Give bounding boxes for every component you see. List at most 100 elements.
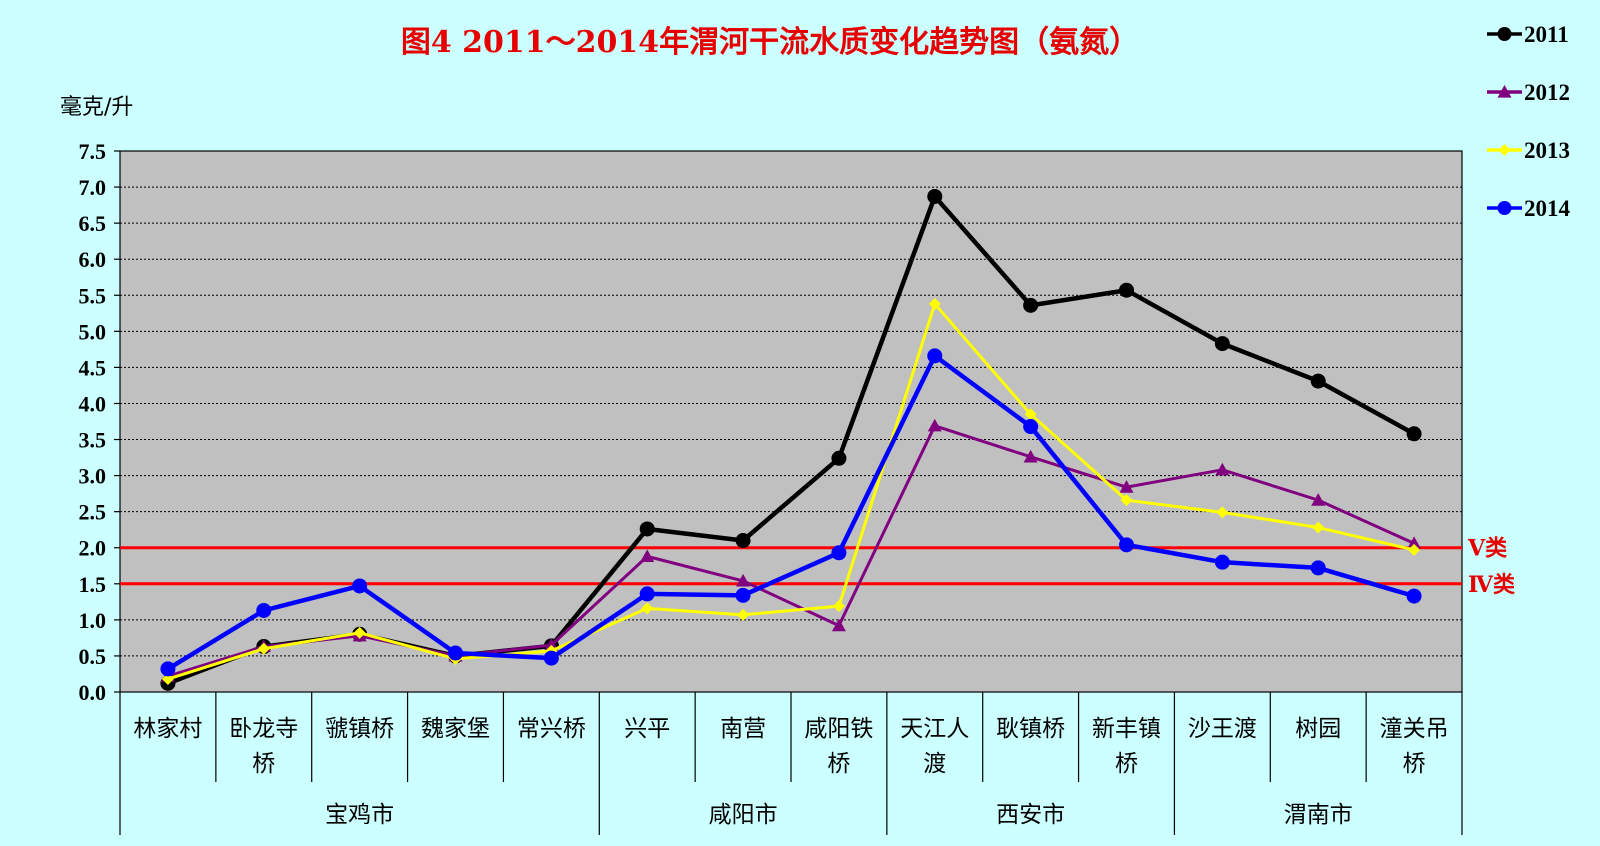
x-tick-label: 树园 — [1295, 716, 1341, 742]
data-point — [1119, 480, 1134, 493]
x-tick-label: 天江人 — [900, 716, 969, 742]
data-point — [161, 673, 174, 686]
data-point — [1215, 462, 1230, 476]
data-point — [1406, 588, 1422, 604]
data-point — [1120, 494, 1133, 507]
data-point — [1407, 536, 1422, 550]
data-point — [1310, 373, 1326, 389]
y-tick-label: 1.0 — [79, 608, 107, 633]
x-tick-label: 耿镇桥 — [996, 716, 1065, 742]
y-tick-label: 7.0 — [79, 175, 107, 200]
y-tick-label: 6.0 — [79, 247, 107, 272]
x-tick-label: 常兴桥 — [517, 716, 586, 742]
data-point — [1312, 521, 1325, 534]
data-point — [1023, 419, 1039, 435]
data-point — [736, 573, 751, 587]
x-tick-label: 桥 — [827, 751, 850, 777]
x-group-label: 宝鸡市 — [325, 802, 394, 828]
data-point — [256, 602, 272, 618]
series-2014 — [160, 348, 1422, 677]
data-point — [639, 586, 655, 602]
data-point — [1023, 297, 1039, 313]
x-tick-label: 林家村 — [133, 716, 202, 742]
x-tick-label: 潼关吊 — [1380, 716, 1449, 742]
plot-area: 0.0 0.5 1.0 1.5 2.0 2.5 3.0 3.5 4.0 4.5 5.0 5.5 6.0 6… — [79, 22, 1571, 835]
data-point — [1311, 493, 1326, 506]
data-point — [1408, 543, 1421, 556]
y-tick-label: 3.5 — [79, 428, 107, 453]
legend-label: 2011 — [1524, 22, 1569, 47]
chart-title: 图4 2011～2014年渭河干流水质变化趋势图（氨氮） — [401, 25, 1139, 60]
data-point — [927, 348, 943, 364]
data-point — [352, 578, 368, 594]
y-tick-label: 0.5 — [79, 644, 107, 669]
series-line — [166, 353, 1415, 671]
x-tick-label: 咸阳铁 — [804, 716, 873, 742]
data-point — [1023, 449, 1038, 463]
data-point — [735, 587, 751, 603]
y-tick-label: 4.5 — [79, 355, 107, 380]
y-tick-label: 0.0 — [79, 680, 107, 705]
legend-item-2012: 2012 — [1487, 80, 1570, 105]
x-group-label: 渭南市 — [1284, 802, 1353, 828]
x-tick-label: 魏家堡 — [421, 716, 490, 742]
data-point — [831, 618, 846, 632]
data-point — [641, 602, 654, 615]
data-point — [353, 626, 366, 639]
y-tick-label: 3.0 — [79, 464, 107, 489]
x-tick-label: 桥 — [1115, 751, 1138, 777]
data-point — [1214, 336, 1230, 352]
data-point — [1497, 85, 1512, 98]
x-tick-label: 卧龙寺 — [229, 716, 298, 742]
data-point — [544, 638, 559, 651]
data-point — [640, 549, 655, 562]
series-line — [167, 302, 1415, 681]
data-point — [1119, 537, 1134, 553]
data-point — [831, 450, 847, 466]
data-point — [543, 650, 559, 666]
legend-label: 2014 — [1524, 196, 1571, 221]
legend-label: 2013 — [1524, 138, 1570, 163]
reference-line-label: Ⅳ类 — [1468, 572, 1516, 598]
y-tick-label: 4.0 — [79, 391, 107, 416]
series-line — [167, 424, 1415, 678]
data-point — [448, 645, 463, 661]
legend-item-2013: 2013 — [1487, 138, 1570, 163]
data-point — [257, 642, 270, 655]
data-point — [735, 533, 751, 549]
data-point — [831, 545, 847, 561]
x-tick-label: 新丰镇 — [1092, 716, 1161, 742]
x-group-label: 西安市 — [996, 802, 1065, 828]
data-point — [1497, 27, 1512, 41]
x-tick-label: 南营 — [720, 716, 766, 742]
data-point — [1406, 426, 1422, 442]
data-point — [1024, 408, 1037, 421]
x-group-label: 咸阳市 — [709, 802, 778, 828]
legend-label: 2012 — [1524, 80, 1570, 105]
x-tick-label: 虢镇桥 — [325, 716, 394, 742]
data-point — [1498, 144, 1511, 156]
reference-line-label: Ⅴ类 — [1467, 536, 1508, 562]
data-point — [737, 608, 750, 621]
y-tick-label: 5.5 — [79, 283, 107, 308]
x-tick-label: 兴平 — [624, 716, 670, 742]
x-tick-label: 桥 — [252, 751, 275, 777]
data-point — [927, 418, 942, 432]
data-point — [160, 661, 176, 677]
x-tick-label: 桥 — [1403, 751, 1426, 777]
y-axis-unit-label: 毫克/升 — [60, 95, 133, 120]
y-tick-label: 2.5 — [79, 500, 107, 525]
data-point — [832, 600, 845, 613]
data-point — [1119, 282, 1134, 298]
legend-item-2014: 2014 — [1487, 196, 1571, 221]
y-tick-label: 6.5 — [79, 211, 107, 236]
x-tick-label: 渡 — [923, 751, 946, 777]
y-tick-label: 1.5 — [79, 572, 107, 597]
y-tick-label: 2.0 — [79, 536, 107, 561]
x-tick-label: 沙王渡 — [1188, 716, 1257, 742]
data-point — [1216, 506, 1229, 519]
data-point — [1310, 560, 1326, 576]
data-point — [928, 297, 941, 310]
